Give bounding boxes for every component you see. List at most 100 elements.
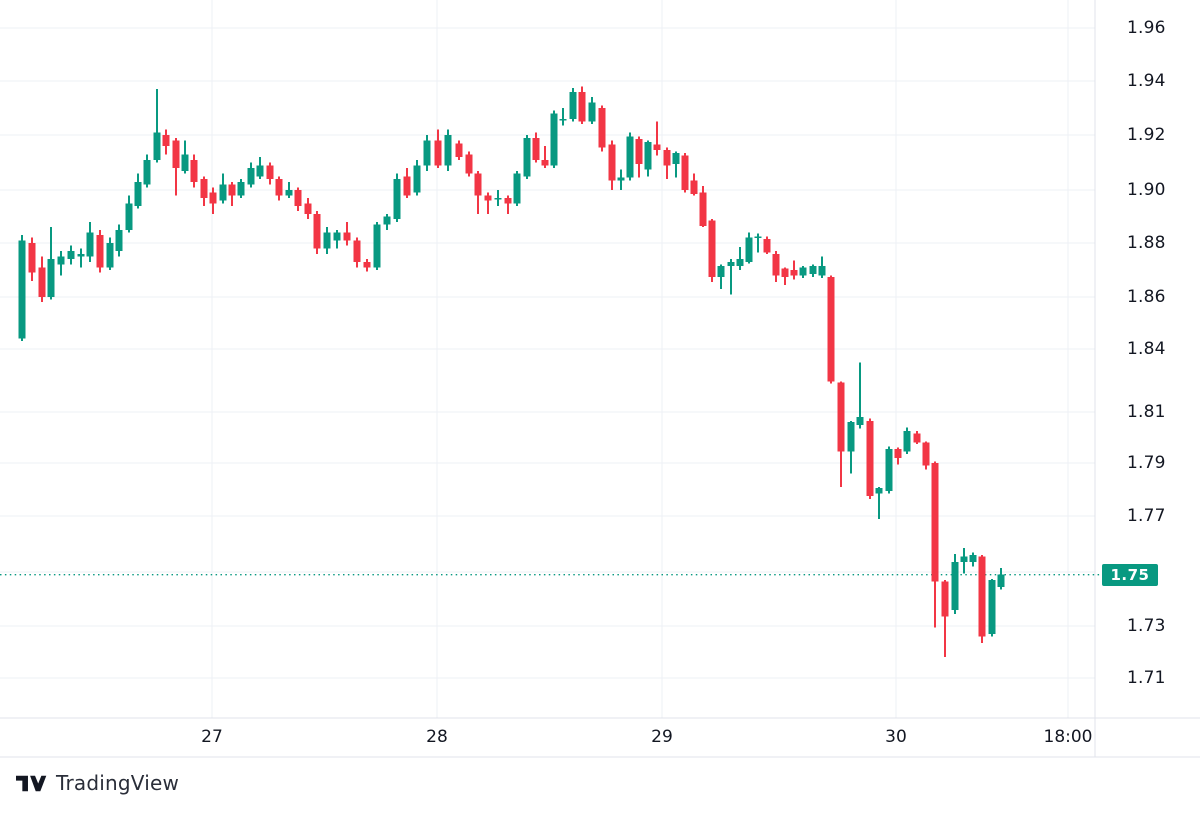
candle-body[interactable] bbox=[550, 113, 558, 166]
candle-body[interactable] bbox=[115, 229, 123, 252]
candle-body[interactable] bbox=[57, 256, 65, 265]
candle-body[interactable] bbox=[588, 102, 596, 122]
candle-body[interactable] bbox=[237, 181, 245, 196]
candle-body[interactable] bbox=[143, 159, 151, 185]
candle-body[interactable] bbox=[275, 179, 283, 196]
candle-body[interactable] bbox=[847, 422, 855, 452]
candle-body[interactable] bbox=[653, 144, 661, 151]
candle-body[interactable] bbox=[559, 118, 567, 121]
candle-body[interactable] bbox=[413, 165, 421, 193]
candle-body[interactable] bbox=[343, 232, 351, 241]
candle-body[interactable] bbox=[313, 213, 321, 249]
candle-body[interactable] bbox=[403, 176, 411, 196]
candle-body[interactable] bbox=[922, 442, 930, 466]
candle-body[interactable] bbox=[323, 232, 331, 249]
candle-body[interactable] bbox=[353, 240, 361, 262]
candle-body[interactable] bbox=[913, 433, 921, 443]
candle-body[interactable] bbox=[763, 239, 771, 253]
candle-body[interactable] bbox=[423, 140, 431, 166]
candle-body[interactable] bbox=[28, 243, 36, 273]
candle-body[interactable] bbox=[717, 265, 725, 277]
candle-body[interactable] bbox=[837, 382, 845, 452]
candle-body[interactable] bbox=[931, 463, 939, 582]
candle-body[interactable] bbox=[106, 243, 114, 268]
candle-body[interactable] bbox=[799, 267, 807, 276]
candle-body[interactable] bbox=[67, 251, 75, 260]
candle-body[interactable] bbox=[894, 448, 902, 458]
candle-body[interactable] bbox=[285, 190, 293, 196]
candle-body[interactable] bbox=[690, 180, 698, 194]
candle-body[interactable] bbox=[569, 91, 577, 119]
candle-body[interactable] bbox=[818, 265, 826, 276]
candle-body[interactable] bbox=[256, 165, 264, 177]
candle-body[interactable] bbox=[626, 136, 634, 178]
candle-body[interactable] bbox=[153, 132, 161, 160]
candle-body[interactable] bbox=[96, 235, 104, 268]
candle-body[interactable] bbox=[875, 488, 883, 494]
candle-body[interactable] bbox=[134, 181, 142, 206]
candle-body[interactable] bbox=[383, 216, 391, 225]
candle-body[interactable] bbox=[190, 159, 198, 182]
candle-body[interactable] bbox=[988, 580, 996, 634]
candle-body[interactable] bbox=[578, 91, 586, 122]
candle-body[interactable] bbox=[790, 270, 798, 276]
candle-body[interactable] bbox=[866, 420, 874, 497]
candle-body[interactable] bbox=[969, 555, 977, 563]
candle-body[interactable] bbox=[960, 556, 968, 563]
candle-body[interactable] bbox=[47, 259, 55, 297]
candle-body[interactable] bbox=[465, 154, 473, 174]
candle-body[interactable] bbox=[294, 190, 302, 206]
candle-body[interactable] bbox=[903, 431, 911, 452]
candle-body[interactable] bbox=[617, 177, 625, 181]
candle-body[interactable] bbox=[18, 240, 26, 339]
candle-body[interactable] bbox=[598, 108, 606, 148]
tradingview-logo[interactable]: TradingView bbox=[16, 771, 179, 795]
candle-body[interactable] bbox=[209, 192, 217, 204]
candle-body[interactable] bbox=[393, 179, 401, 220]
candle-body[interactable] bbox=[997, 574, 1005, 587]
candle-body[interactable] bbox=[38, 267, 46, 297]
candle-body[interactable] bbox=[727, 261, 735, 266]
candle-body[interactable] bbox=[434, 140, 442, 166]
candle-body[interactable] bbox=[86, 232, 94, 257]
candle-body[interactable] bbox=[247, 168, 255, 185]
candle-body[interactable] bbox=[827, 276, 835, 382]
candle-body[interactable] bbox=[699, 192, 707, 226]
candle-body[interactable] bbox=[781, 268, 789, 277]
candle-body[interactable] bbox=[333, 232, 341, 241]
candle-body[interactable] bbox=[745, 237, 753, 262]
candle-body[interactable] bbox=[951, 562, 959, 610]
candle-body[interactable] bbox=[304, 203, 312, 214]
candle-body[interactable] bbox=[885, 448, 893, 491]
candle-body[interactable] bbox=[644, 141, 652, 170]
candle-body[interactable] bbox=[608, 144, 616, 181]
candle-body[interactable] bbox=[455, 143, 463, 157]
candle-body[interactable] bbox=[181, 154, 189, 171]
candle-body[interactable] bbox=[809, 265, 817, 275]
candle-body[interactable] bbox=[672, 152, 680, 164]
candle-body[interactable] bbox=[754, 236, 762, 238]
candle-body[interactable] bbox=[532, 137, 540, 160]
candle-body[interactable] bbox=[663, 150, 671, 166]
candle-body[interactable] bbox=[541, 159, 549, 166]
candle-body[interactable] bbox=[736, 259, 744, 266]
candle-body[interactable] bbox=[504, 197, 512, 204]
candle-body[interactable] bbox=[484, 195, 492, 201]
candle-body[interactable] bbox=[708, 220, 716, 277]
candle-body[interactable] bbox=[681, 155, 689, 190]
candle-body[interactable] bbox=[162, 135, 170, 146]
candle-body[interactable] bbox=[266, 165, 274, 179]
candle-body[interactable] bbox=[523, 137, 531, 177]
candle-body[interactable] bbox=[172, 140, 180, 169]
candle-body[interactable] bbox=[941, 581, 949, 617]
candle-body[interactable] bbox=[228, 184, 236, 196]
candle-body[interactable] bbox=[635, 139, 643, 164]
candle-body[interactable] bbox=[856, 417, 864, 425]
candle-body[interactable] bbox=[373, 224, 381, 268]
candle-body[interactable] bbox=[772, 253, 780, 276]
candle-body[interactable] bbox=[513, 173, 521, 204]
candle-body[interactable] bbox=[494, 197, 502, 200]
candle-body[interactable] bbox=[444, 135, 452, 166]
candle-body[interactable] bbox=[363, 261, 371, 268]
